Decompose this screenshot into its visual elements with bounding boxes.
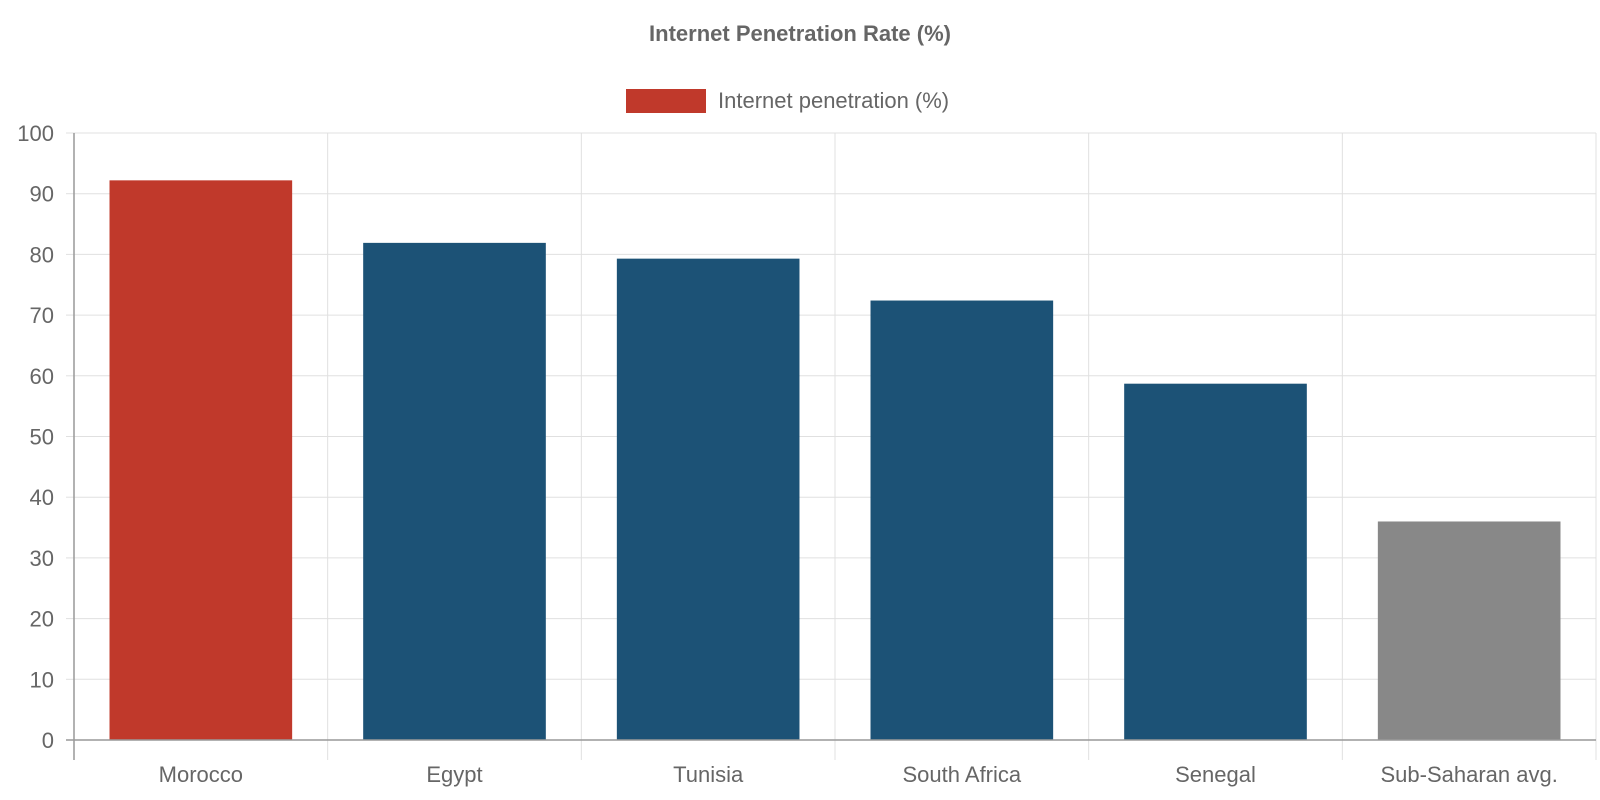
bar-egypt[interactable] xyxy=(363,242,546,740)
bar-morocco[interactable] xyxy=(109,180,293,740)
x-tick-label: Sub-Saharan avg. xyxy=(1380,762,1557,787)
legend-swatch xyxy=(626,89,706,113)
bar-sub-saharan-avg[interactable] xyxy=(1377,521,1561,740)
x-tick-label: Egypt xyxy=(426,762,482,787)
y-tick-label: 100 xyxy=(17,121,54,146)
legend-label: Internet penetration (%) xyxy=(718,88,949,113)
grid-lines xyxy=(66,132,1597,760)
y-tick-label: 30 xyxy=(30,546,54,571)
y-tick-label: 40 xyxy=(30,485,54,510)
bar-senegal[interactable] xyxy=(1124,383,1307,740)
y-tick-label: 50 xyxy=(30,425,54,450)
legend[interactable]: Internet penetration (%) xyxy=(626,88,949,113)
x-tick-label: Morocco xyxy=(159,762,243,787)
bar-tunisia[interactable] xyxy=(616,258,800,740)
y-tick-label: 20 xyxy=(30,607,54,632)
x-tick-label: Senegal xyxy=(1175,762,1256,787)
y-tick-label: 10 xyxy=(30,667,54,692)
x-tick-label: South Africa xyxy=(903,762,1022,787)
bar-south-africa[interactable] xyxy=(870,300,1054,740)
axes xyxy=(66,133,1596,760)
bars xyxy=(109,180,1561,740)
x-tick-label: Tunisia xyxy=(673,762,744,787)
y-tick-label: 80 xyxy=(30,242,54,267)
y-tick-label: 0 xyxy=(42,728,54,753)
chart-title: Internet Penetration Rate (%) xyxy=(649,21,951,46)
y-tick-label: 90 xyxy=(30,182,54,207)
tick-labels: 0 10 20 30 40 50 60 70 80 90 100 Morocco Egypt Tunisi… xyxy=(17,121,1558,787)
y-tick-label: 70 xyxy=(30,303,54,328)
y-tick-label: 60 xyxy=(30,364,54,389)
